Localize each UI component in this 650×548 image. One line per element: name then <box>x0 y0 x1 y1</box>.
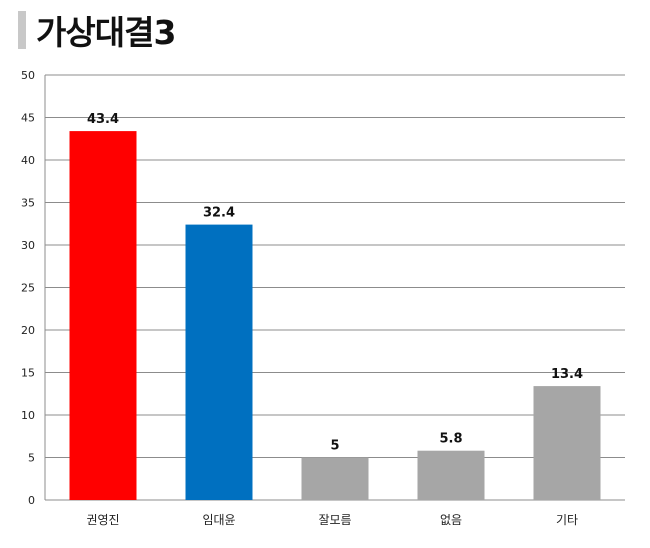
y-tick-label: 30 <box>21 239 35 252</box>
data-label: 32.4 <box>203 206 235 221</box>
x-category-label: 임대윤 <box>202 513 235 527</box>
bar <box>69 131 137 500</box>
title-area: 가상대결3 <box>18 8 176 52</box>
y-tick-label: 20 <box>21 324 35 337</box>
y-tick-label: 25 <box>21 282 35 295</box>
y-tick-label: 5 <box>28 452 35 465</box>
x-category-label: 없음 <box>440 513 462 527</box>
y-tick-label: 0 <box>28 494 35 507</box>
bar <box>301 457 369 500</box>
x-category-label: 잘모름 <box>318 513 351 527</box>
data-label: 43.4 <box>87 112 119 127</box>
x-category-label: 권영진 <box>86 513 119 527</box>
y-tick-label: 45 <box>21 112 35 125</box>
y-tick-label: 50 <box>21 69 35 82</box>
data-label: 5 <box>330 439 339 454</box>
y-tick-label: 35 <box>21 197 35 210</box>
bar <box>417 450 485 500</box>
data-label: 13.4 <box>551 367 583 382</box>
chart-title: 가상대결3 <box>36 13 176 52</box>
bar <box>533 386 601 500</box>
x-category-label: 기타 <box>556 513 578 527</box>
y-tick-label: 15 <box>21 367 35 380</box>
y-tick-label: 40 <box>21 154 35 167</box>
title-accent-bar <box>18 11 26 49</box>
y-tick-label: 10 <box>21 409 35 422</box>
bar <box>185 224 253 500</box>
data-label: 5.8 <box>439 432 462 447</box>
